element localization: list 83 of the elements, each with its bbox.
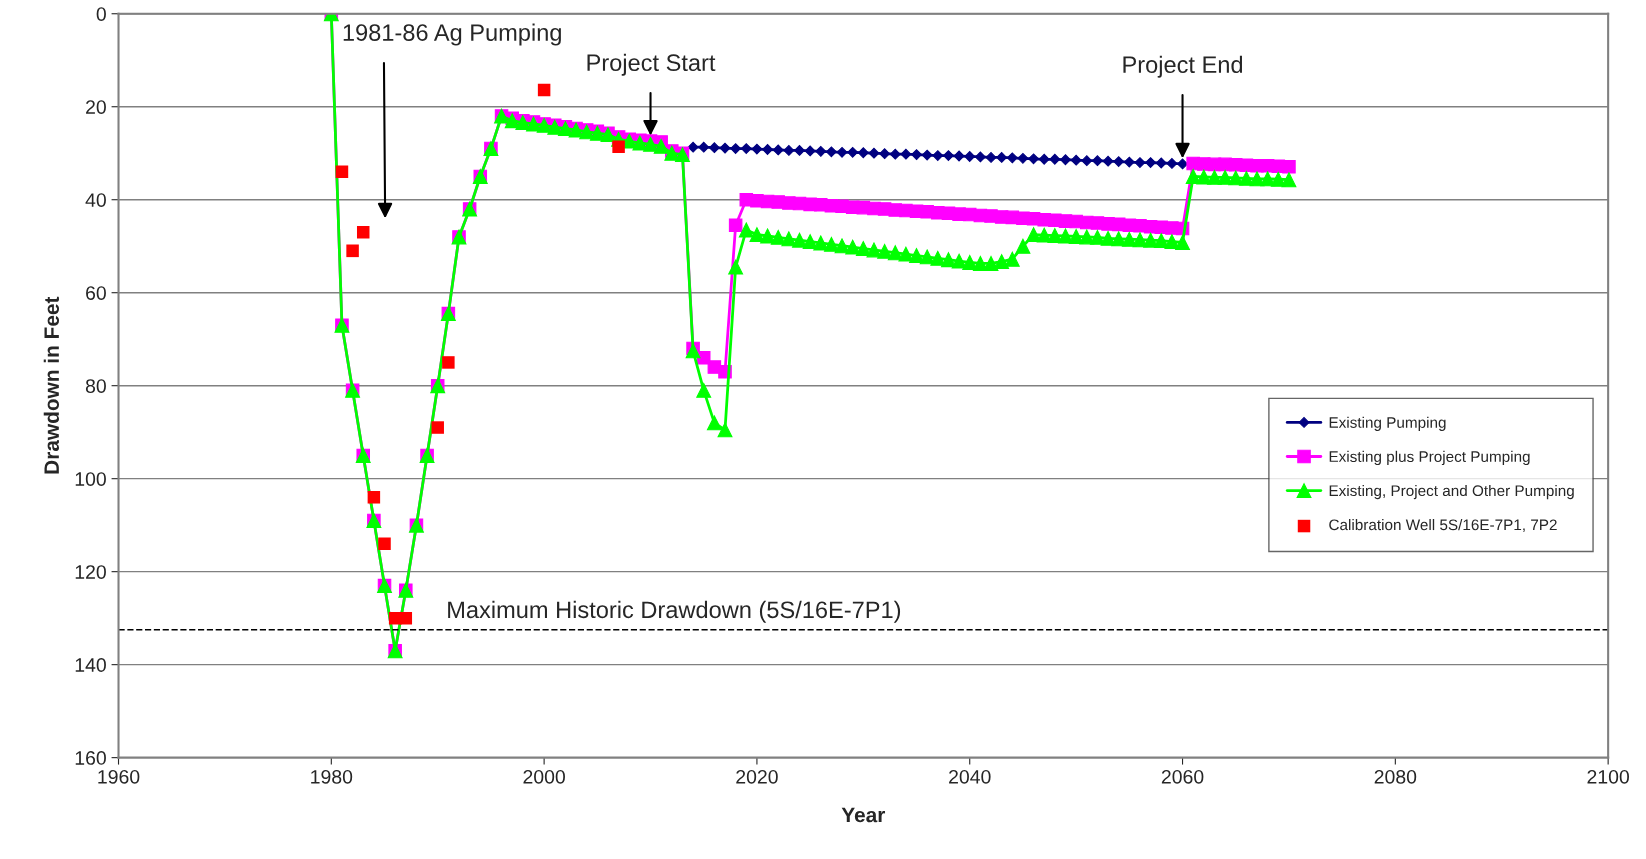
point	[889, 148, 901, 160]
ref-line-label: Maximum Historic Drawdown (5S/16E-7P1)	[448, 600, 901, 623]
point	[996, 151, 1008, 163]
y-tick-label: 120	[75, 565, 106, 579]
point	[1006, 152, 1018, 164]
point	[367, 491, 381, 504]
x-tick-label: 2100	[1587, 769, 1630, 784]
point	[1166, 158, 1178, 169]
annotation: 1981-86 Ag Pumping	[343, 23, 561, 46]
point	[708, 142, 720, 154]
x-tick-label: 1960	[98, 769, 140, 784]
annotation: Project End	[1123, 55, 1243, 78]
x-tick-label: 1980	[311, 769, 353, 784]
point	[1134, 157, 1146, 168]
point	[1017, 152, 1029, 164]
x-axis-title: Year	[841, 807, 886, 823]
y-tick-label: 100	[75, 472, 106, 486]
y-tick-label: 40	[85, 193, 106, 207]
point	[836, 146, 848, 158]
y-tick-label: 80	[85, 379, 106, 393]
point	[847, 146, 859, 158]
point	[1113, 156, 1125, 168]
point	[804, 145, 816, 157]
point	[943, 150, 954, 161]
point	[772, 144, 784, 156]
point	[1038, 153, 1050, 165]
point	[431, 421, 444, 434]
point	[719, 142, 731, 154]
point	[1177, 158, 1188, 170]
point	[783, 145, 795, 156]
point	[857, 147, 869, 159]
point	[346, 244, 359, 258]
point	[825, 146, 837, 158]
point	[537, 83, 551, 97]
point	[751, 143, 763, 155]
point	[1049, 153, 1061, 165]
y-tick-label: 60	[86, 286, 106, 300]
point	[698, 141, 710, 153]
point	[356, 226, 370, 239]
annotation: Project Start	[587, 53, 716, 76]
x-tick-label: 2020	[736, 769, 778, 784]
x-tick-label: 2040	[949, 769, 991, 784]
point	[964, 151, 976, 162]
legend-label: Existing Pumping	[1329, 416, 1446, 431]
x-tick-label: 2080	[1374, 769, 1417, 784]
point	[1070, 154, 1082, 166]
point	[921, 149, 933, 161]
point	[1155, 157, 1167, 169]
point	[879, 148, 891, 160]
y-axis-title: Drawdown in Feet	[43, 296, 60, 474]
y-tick-label: 20	[86, 100, 106, 114]
point	[1081, 155, 1093, 167]
point	[730, 143, 742, 155]
point	[762, 144, 773, 155]
point	[335, 165, 349, 179]
point	[687, 141, 699, 153]
point	[1091, 155, 1103, 167]
point	[985, 151, 997, 163]
point	[1145, 157, 1157, 168]
point	[815, 145, 827, 157]
point	[911, 149, 922, 161]
point	[953, 150, 965, 162]
y-tick-label: 0	[96, 7, 106, 21]
point	[900, 148, 912, 160]
x-tick-label: 2060	[1161, 769, 1204, 784]
point	[1028, 153, 1039, 165]
point	[1123, 156, 1135, 168]
x-tick-label: 2000	[523, 769, 565, 784]
y-tick-label: 140	[75, 658, 106, 672]
y-tick-label: 160	[75, 751, 106, 765]
point	[932, 150, 944, 161]
point	[740, 143, 752, 155]
legend-label: Existing, Project and Other Pumping	[1329, 484, 1574, 500]
point	[378, 537, 391, 551]
legend-label: Calibration Well 5S/16E-7P1, 7P2	[1329, 518, 1557, 533]
point	[612, 140, 625, 153]
point	[794, 145, 805, 156]
legend-label: Existing plus Project Pumping	[1329, 450, 1530, 466]
point	[1102, 155, 1114, 167]
point	[1060, 154, 1071, 166]
point	[399, 611, 413, 625]
point	[868, 147, 880, 159]
point	[442, 356, 455, 369]
